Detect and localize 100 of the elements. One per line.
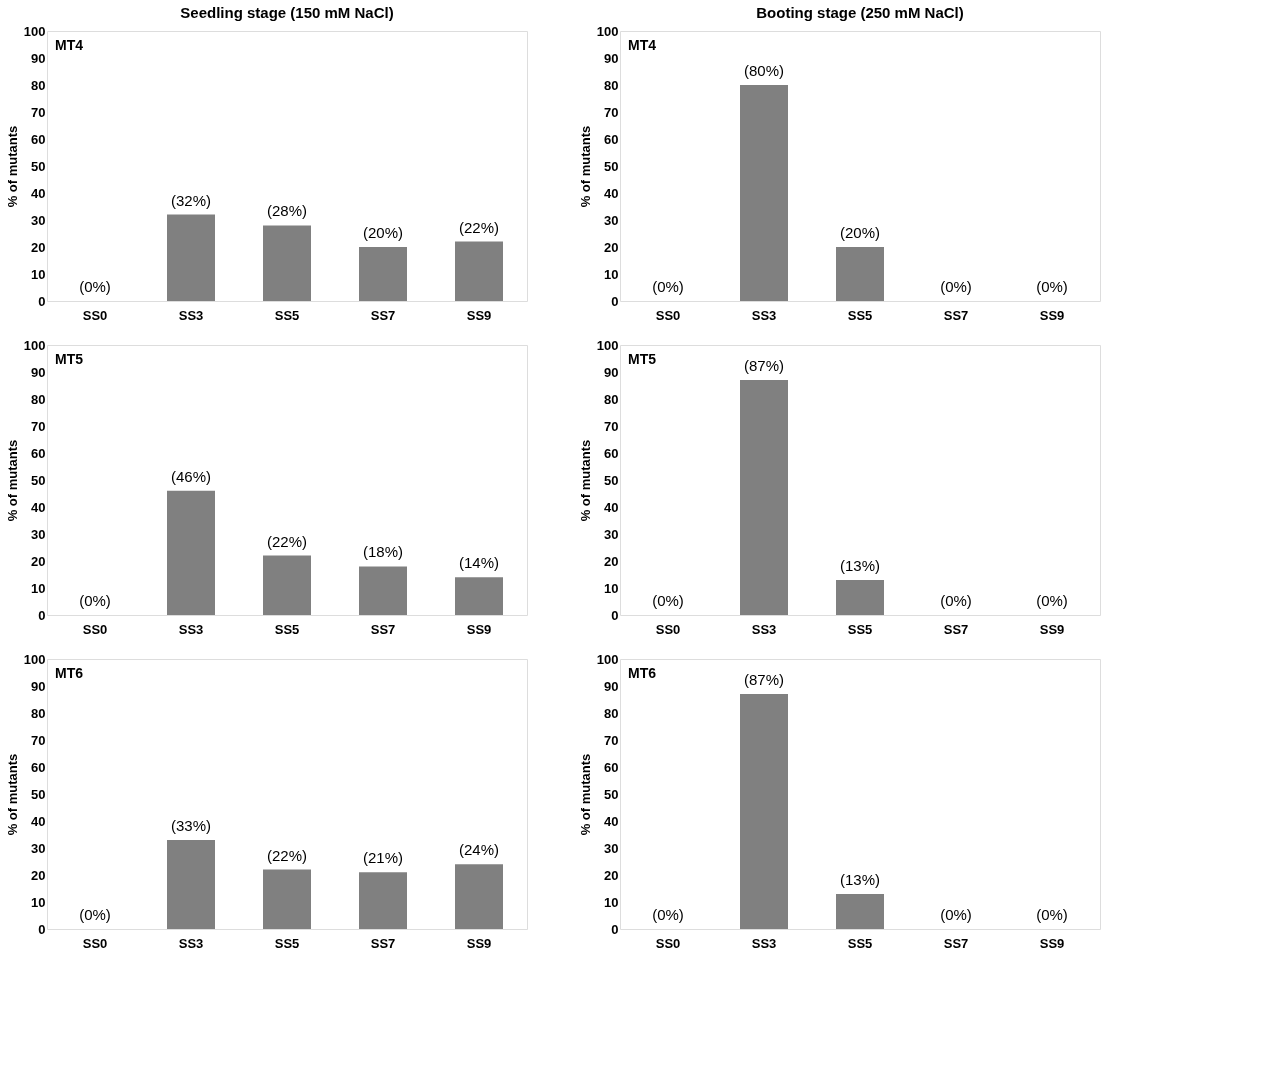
data-label: (22%) [458,218,500,236]
bar [359,872,407,929]
y-tick-label: 70 [31,104,46,120]
x-tick-label: SS7 [943,935,969,951]
x-tick-label: SS5 [274,935,300,951]
x-tick-label: SS7 [943,621,969,637]
x-tick-label: SS7 [370,307,396,323]
data-label: (22%) [266,532,308,550]
bar [263,869,311,929]
annotation: MT6 [628,665,657,681]
data-label: (24%) [458,841,500,859]
y-tick-label: 50 [31,158,46,174]
y-axis-title: % of mutants [577,753,593,836]
annotation: MT5 [628,351,657,367]
data-label: (0%) [1036,906,1068,923]
y-tick-label: 80 [31,77,46,93]
x-tick-label: SS7 [370,621,396,637]
bar [263,555,311,615]
y-tick-label: 30 [31,212,46,228]
x-tick-label: SS0 [82,935,108,951]
y-tick-label: 10 [31,580,46,596]
x-tick-label: SS9 [466,307,492,323]
data-label: (32%) [170,191,212,209]
y-tick-label: 10 [604,580,619,596]
y-tick-label: 90 [604,364,619,380]
y-tick-label: 10 [604,266,619,282]
y-tick-label: 90 [604,50,619,66]
data-label: (21%) [362,849,404,867]
x-tick-label: SS3 [178,621,204,637]
data-label: (28%) [266,202,308,220]
data-label: (0%) [79,906,111,923]
data-label: (0%) [940,906,972,923]
data-label: (13%) [839,870,881,888]
data-label: (18%) [362,543,404,561]
y-tick-label: 60 [31,445,46,461]
data-label: (13%) [839,556,881,574]
y-tick-label: 40 [31,185,46,201]
bar [455,241,503,301]
y-tick-label: 90 [604,678,619,694]
y-tick-label: 40 [31,499,46,515]
data-label: (0%) [940,278,972,295]
bar [167,214,215,301]
y-tick-label: 0 [38,921,46,937]
y-tick-label: 100 [23,337,46,353]
data-label: (0%) [1036,278,1068,295]
x-tick-label: SS9 [1039,307,1065,323]
data-label: (0%) [1036,592,1068,609]
y-tick-label: 20 [31,239,46,255]
x-tick-label: SS3 [178,935,204,951]
x-tick-label: SS3 [751,621,777,637]
y-tick-label: 90 [31,678,46,694]
annotation: MT4 [628,37,657,53]
y-tick-label: 20 [31,867,46,883]
y-tick-label: 50 [604,786,619,802]
data-label: (0%) [940,592,972,609]
x-tick-label: SS9 [466,935,492,951]
y-tick-label: 40 [604,813,619,829]
x-tick-label: SS0 [655,307,681,323]
y-tick-label: 80 [604,705,619,721]
data-label: (14%) [458,554,500,572]
y-tick-label: 90 [31,50,46,66]
data-label: (20%) [362,224,404,241]
x-tick-label: SS7 [370,935,396,951]
x-tick-label: SS5 [847,307,873,323]
data-label: (20%) [839,224,881,241]
y-tick-label: 60 [604,445,619,461]
data-label: (0%) [652,592,684,609]
y-tick-label: 20 [604,553,619,569]
data-label: (0%) [79,278,111,295]
x-tick-label: SS0 [655,935,681,951]
data-label: (46%) [170,467,212,485]
y-tick-label: 80 [604,391,619,407]
y-tick-label: 30 [31,526,46,542]
chart-title: Booting stage (250 mM NaCl) [756,4,964,21]
bar [263,225,311,301]
y-tick-label: 70 [604,104,619,120]
y-tick-label: 20 [604,239,619,255]
y-tick-label: 30 [31,840,46,856]
y-axis-title: % of mutants [4,439,20,522]
y-tick-label: 70 [604,732,619,748]
y-tick-label: 30 [604,526,619,542]
annotation: MT5 [55,351,84,367]
x-tick-label: SS5 [847,621,873,637]
data-label: (0%) [652,906,684,923]
y-tick-label: 30 [604,212,619,228]
data-label: (0%) [79,592,111,609]
y-tick-label: 40 [604,499,619,515]
y-tick-label: 10 [31,266,46,282]
x-tick-label: SS3 [751,935,777,951]
bar [455,577,503,615]
data-label: (87%) [743,357,785,375]
x-tick-label: SS9 [1039,621,1065,637]
data-label: (80%) [743,62,785,79]
y-tick-label: 80 [31,391,46,407]
x-tick-label: SS5 [274,621,300,637]
y-tick-label: 60 [604,131,619,147]
y-tick-label: 100 [23,651,46,667]
x-tick-label: SS9 [466,621,492,637]
y-tick-label: 60 [31,759,46,775]
x-tick-label: SS5 [274,307,300,323]
